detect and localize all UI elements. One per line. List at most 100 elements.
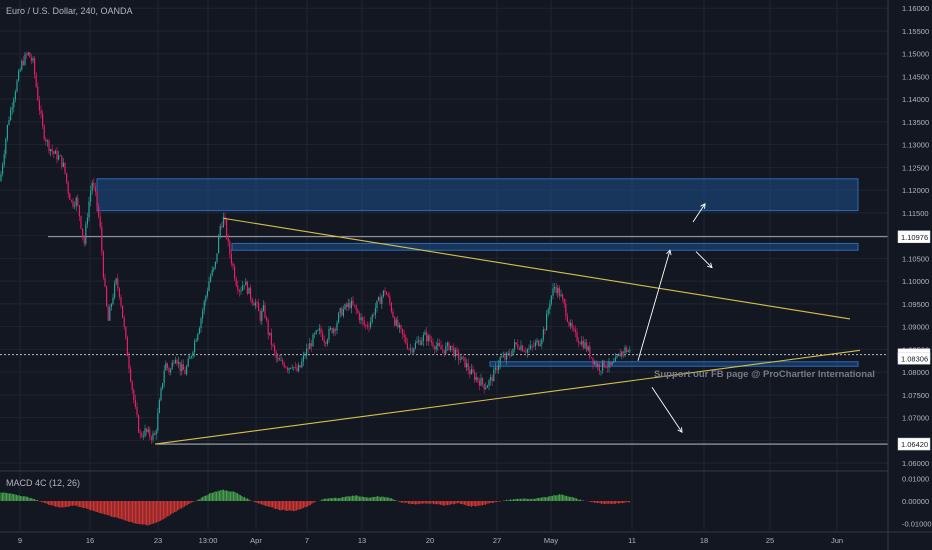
- candle-body: [286, 367, 288, 371]
- candle-body: [26, 54, 28, 55]
- candle-body: [35, 74, 37, 87]
- candle-body: [59, 155, 61, 157]
- candle-body: [440, 345, 442, 350]
- candle-body: [56, 150, 58, 160]
- candle-body: [526, 349, 528, 353]
- y-tick-label: 1.15500: [902, 27, 929, 36]
- candle-body: [30, 57, 32, 61]
- chart-title: Euro / U.S. Dollar, 240, OANDA: [6, 6, 133, 16]
- candle-body: [597, 364, 599, 367]
- candle-body: [131, 381, 133, 390]
- candle-body: [186, 366, 188, 375]
- candle-body: [221, 226, 223, 228]
- candle-body: [40, 110, 42, 114]
- candle-body: [590, 357, 592, 358]
- candle-body: [413, 348, 415, 353]
- candle-body: [301, 361, 303, 368]
- candle-body: [568, 321, 570, 326]
- candle-body: [115, 278, 117, 284]
- candle-body: [499, 357, 501, 365]
- candle-body: [19, 69, 21, 72]
- candle-body: [101, 226, 103, 252]
- candle-body: [341, 308, 343, 316]
- candle-body: [296, 367, 298, 372]
- candle-body: [622, 351, 624, 354]
- candle-body: [333, 328, 335, 333]
- candle-body: [512, 348, 514, 356]
- candle-body: [245, 281, 247, 286]
- candle-body: [491, 377, 493, 382]
- candle-body: [162, 383, 164, 389]
- candle-body: [510, 355, 512, 356]
- candle-body: [454, 349, 456, 357]
- candle-body: [77, 197, 79, 206]
- candle-body: [202, 310, 204, 319]
- candle-body: [14, 91, 16, 100]
- candle-body: [78, 205, 80, 217]
- candle-body: [18, 71, 20, 81]
- candle-body: [0, 173, 2, 182]
- candle-body: [118, 288, 120, 297]
- candle-body: [141, 433, 143, 437]
- candle-body: [304, 355, 306, 357]
- candle-body: [362, 317, 364, 321]
- candle-body: [350, 300, 352, 309]
- candle-body: [142, 436, 144, 437]
- y-tick-label: 1.10500: [902, 254, 929, 263]
- candle-body: [626, 347, 628, 353]
- candle-body: [323, 340, 325, 343]
- candle-body: [560, 294, 562, 297]
- candle-body: [406, 343, 408, 349]
- candle-body: [378, 297, 380, 301]
- candle-body: [299, 365, 301, 368]
- candle-body: [211, 269, 213, 276]
- macd-y-tick-label: 0.00000: [902, 497, 929, 506]
- candle-body: [187, 358, 189, 367]
- y-tick-label: 1.12500: [902, 163, 929, 172]
- candle-body: [627, 350, 629, 353]
- y-tick-label: 1.09500: [902, 300, 929, 309]
- macd-histogram: [0, 470, 888, 526]
- candle-body: [475, 377, 477, 380]
- candle-body: [171, 362, 173, 370]
- candle-body: [624, 347, 626, 354]
- candle-body: [605, 366, 607, 368]
- candle-body: [448, 342, 450, 351]
- candle-body: [371, 314, 373, 322]
- candle-body: [344, 304, 346, 310]
- candle-body: [504, 355, 506, 360]
- candle-body: [480, 378, 482, 386]
- candle-body: [269, 332, 271, 335]
- candle-body: [490, 377, 492, 381]
- candle-body: [459, 359, 461, 361]
- candle-body: [134, 399, 136, 407]
- candle-body: [248, 287, 250, 294]
- candle-body: [538, 340, 540, 346]
- candle-body: [226, 219, 228, 238]
- candle-body: [206, 290, 208, 297]
- candle-body: [306, 348, 308, 356]
- x-tick-label: 11: [628, 536, 636, 545]
- candle-body: [610, 361, 612, 366]
- candle-body: [219, 226, 221, 236]
- candle-body: [325, 342, 327, 344]
- candle-body: [386, 292, 388, 295]
- y-tick-label: 1.07000: [902, 414, 929, 423]
- chart-grid: [0, 0, 888, 530]
- x-tick-label: 9: [18, 536, 22, 545]
- candle-body: [106, 286, 108, 307]
- candle-body: [501, 356, 503, 358]
- projection-arrows: [637, 203, 713, 434]
- candle-body: [128, 356, 130, 369]
- x-tick-label: 18: [700, 536, 708, 545]
- candle-body: [179, 362, 181, 372]
- candle-body: [261, 310, 263, 321]
- candle-body: [110, 303, 112, 308]
- candle-body: [29, 52, 31, 58]
- candle-body: [485, 387, 487, 390]
- candle-body: [38, 100, 40, 111]
- x-tick-label: 7: [305, 536, 309, 545]
- candle-body: [566, 316, 568, 322]
